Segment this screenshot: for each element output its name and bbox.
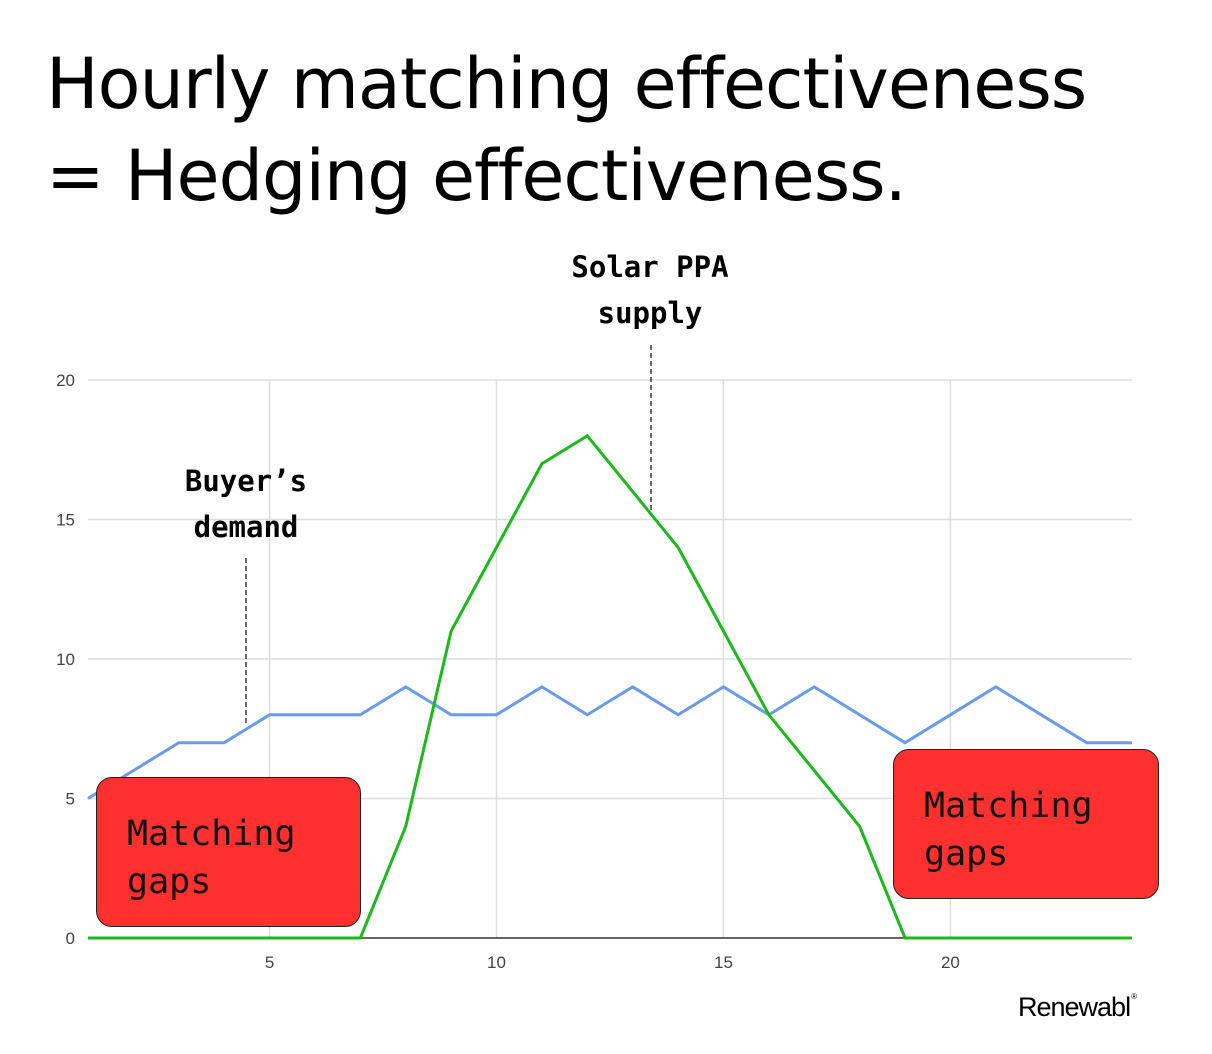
x-tick-label-5: 5: [265, 953, 274, 972]
demand-annotation: Buyer’s demand: [146, 458, 346, 550]
y-tick-label-0: 0: [66, 929, 75, 948]
title-line-2: = Hedging effectiveness.: [46, 135, 907, 217]
matching-gaps-left: Matching gaps: [96, 777, 361, 927]
solar-annotation-line-2: supply: [597, 296, 703, 330]
brand-name: Renewabl: [1018, 992, 1131, 1022]
demand-series-line: [87, 685, 1132, 800]
y-tick-label-10: 10: [56, 650, 75, 669]
demand-annotation-line-2: demand: [193, 510, 299, 544]
brand-mark: ®: [1131, 992, 1137, 1001]
chart-series: [87, 433, 1132, 940]
solar-annotation: Solar PPA supply: [540, 244, 760, 336]
chart-ticks: 0 5 10 15 20 5 10 15 20: [56, 371, 960, 972]
annotation-leaders: [245, 345, 652, 724]
solar-annotation-line-1: Solar PPA: [571, 250, 729, 284]
x-tick-label-15: 15: [714, 953, 733, 972]
demand-annotation-line-1: Buyer’s: [184, 464, 308, 498]
y-tick-label-15: 15: [56, 511, 75, 530]
x-tick-label-20: 20: [941, 953, 960, 972]
brand-logo: Renewabl®: [1018, 992, 1137, 1023]
supply-series-line: [88, 433, 1132, 940]
matching-gaps-right: Matching gaps: [893, 749, 1159, 899]
y-tick-label-20: 20: [56, 371, 75, 390]
page-title: Hourly matching effectiveness = Hedging …: [46, 38, 1196, 222]
title-line-1: Hourly matching effectiveness: [46, 43, 1087, 125]
y-tick-label-5: 5: [66, 790, 75, 809]
x-tick-label-10: 10: [487, 953, 506, 972]
